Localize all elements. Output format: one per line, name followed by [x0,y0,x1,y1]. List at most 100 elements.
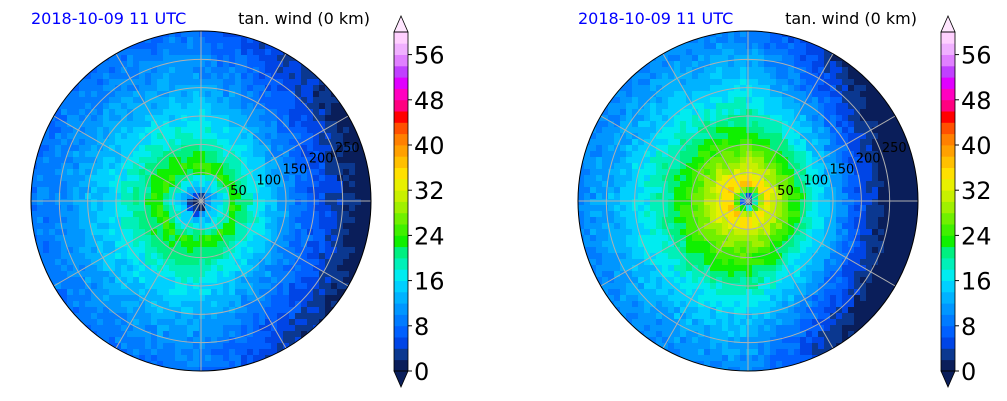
field-cell [584,265,591,272]
field-cell [680,205,687,212]
field-cell [265,313,272,320]
field-cell [265,247,272,254]
field-cell [602,223,609,230]
field-cell [355,247,362,254]
field-cell [115,109,122,116]
field-cell [319,127,326,134]
field-cell [776,181,783,188]
field-cell [115,73,122,80]
field-cell [223,61,230,68]
field-cell [181,163,188,170]
field-cell [151,43,158,50]
field-cell [848,79,855,86]
field-cell [217,319,224,326]
field-cell [283,181,290,188]
field-cell [866,259,873,266]
field-cell [722,49,729,56]
field-cell [710,289,717,296]
field-cell [307,157,314,164]
field-cell [313,127,320,134]
field-cell [746,121,753,128]
field-cell [722,31,729,38]
field-cell [836,157,843,164]
field-cell [710,43,717,50]
field-cell [103,289,110,296]
field-cell [614,265,621,272]
field-cell [818,277,825,284]
field-cell [247,205,254,212]
field-cell [259,61,266,68]
field-cell [818,289,825,296]
field-cell [55,145,62,152]
field-cell [836,175,843,182]
field-cell [79,271,86,278]
field-cell [836,91,843,98]
field-cell [734,289,741,296]
field-cell [872,229,879,236]
field-cell [61,151,68,158]
field-cell [145,223,152,230]
field-cell [722,109,729,116]
field-cell [235,247,242,254]
field-cell [644,139,651,146]
field-cell [85,229,92,236]
field-cell [590,175,597,182]
field-cell [740,103,747,110]
field-cell [710,163,717,170]
field-cell [289,163,296,170]
field-cell [854,85,861,92]
field-cell [734,301,741,308]
field-cell [680,133,687,140]
field-cell [271,289,278,296]
field-cell [674,295,681,302]
field-cell [145,85,152,92]
field-cell [133,187,140,194]
field-cell [241,247,248,254]
field-cell [181,319,188,326]
field-cell [860,283,867,290]
field-cell [764,157,771,164]
field-cell [632,235,639,242]
field-cell [247,355,254,362]
field-cell [818,133,825,140]
field-cell [638,73,645,80]
field-cell [187,211,194,218]
field-cell [295,61,302,68]
field-cell [584,169,591,176]
field-cell [235,85,242,92]
field-cell [187,103,194,110]
field-cell [860,205,867,212]
field-cell [217,331,224,338]
field-cell [782,103,789,110]
field-cell [235,37,242,44]
field-cell [157,349,164,356]
field-cell [139,217,146,224]
field-cell [674,67,681,74]
field-cell [824,193,831,200]
field-cell [722,229,729,236]
field-cell [151,187,158,194]
field-cell [193,337,200,344]
field-cell [788,277,795,284]
field-cell [896,175,903,182]
field-cell [836,253,843,260]
field-cell [692,73,699,80]
field-cell [259,121,266,128]
field-cell [229,193,236,200]
field-cell [283,349,290,356]
colorbar-segment [394,65,408,78]
field-cell [67,145,74,152]
field-cell [289,85,296,92]
field-cell [812,121,819,128]
field-cell [349,181,356,188]
field-cell [770,277,777,284]
field-cell [43,199,50,206]
field-cell [806,283,813,290]
field-cell [295,289,302,296]
field-cell [680,151,687,158]
field-cell [884,115,891,122]
field-cell [626,163,633,170]
field-cell [157,205,164,212]
field-cell [800,49,807,56]
field-cell [229,145,236,152]
